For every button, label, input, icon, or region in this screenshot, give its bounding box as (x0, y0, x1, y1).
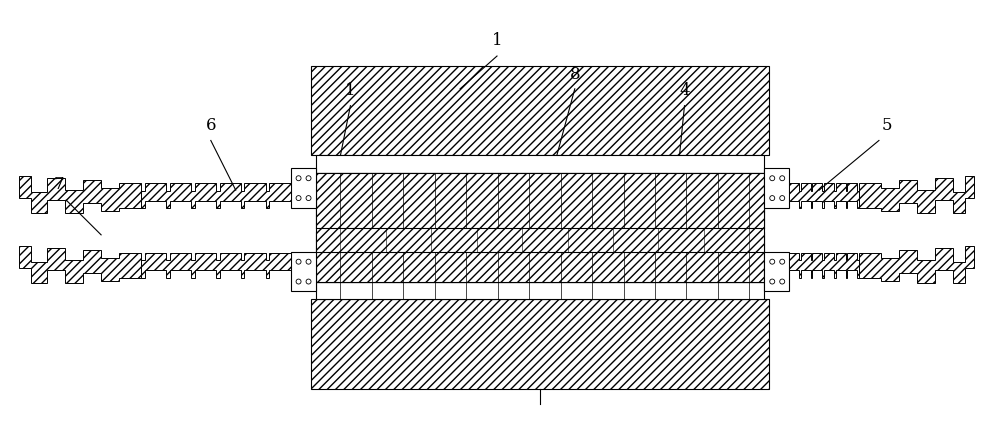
Bar (316, 173, 764, 281)
Polygon shape (859, 176, 974, 213)
Bar (316, 232, 764, 281)
Text: 7: 7 (54, 176, 65, 193)
Bar (316, 281, 764, 300)
Polygon shape (789, 183, 859, 208)
Bar (311, 300, 769, 389)
Text: 5: 5 (882, 116, 892, 133)
Polygon shape (141, 183, 291, 208)
Bar (291, 168, 316, 208)
Bar (316, 156, 764, 173)
Text: 6: 6 (206, 116, 216, 133)
Bar (764, 252, 789, 292)
Polygon shape (789, 253, 859, 278)
Text: 1: 1 (345, 82, 356, 99)
Polygon shape (859, 246, 974, 283)
Bar (764, 168, 789, 208)
Bar (311, 66, 769, 156)
Polygon shape (19, 246, 141, 283)
Text: 8: 8 (569, 66, 580, 83)
Polygon shape (19, 176, 141, 213)
Text: 4: 4 (679, 82, 690, 99)
Polygon shape (141, 253, 291, 278)
Text: 1: 1 (492, 32, 502, 49)
Bar (316, 173, 764, 228)
Bar (291, 252, 316, 292)
